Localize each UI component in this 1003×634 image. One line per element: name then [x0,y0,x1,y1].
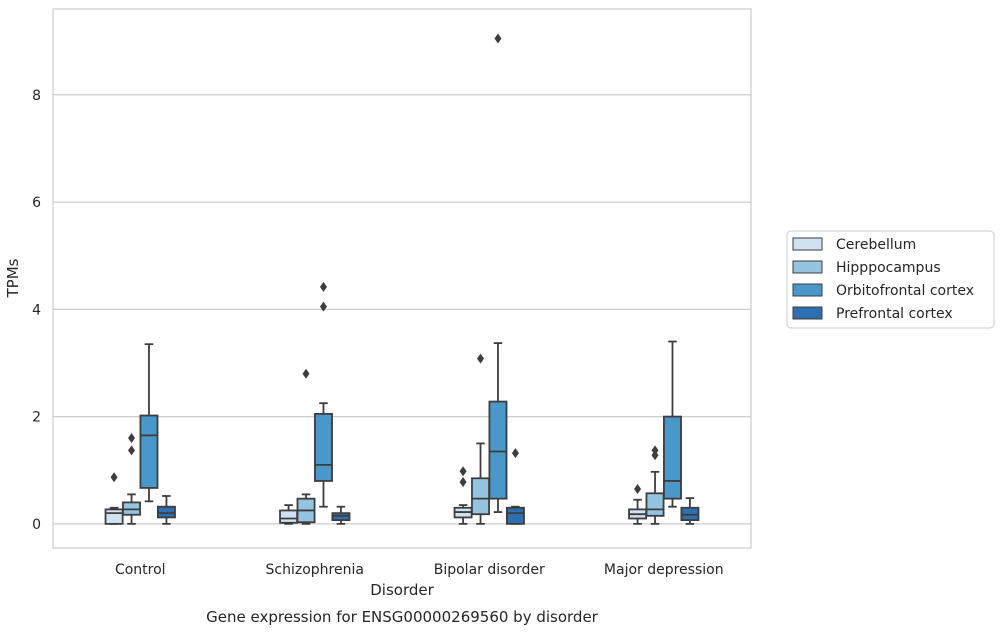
x-tick-label: Schizophrenia [266,562,364,578]
x-tick-label: Major depression [604,562,724,578]
legend-label: Cerebellum [836,237,916,253]
outlier-point [511,448,519,459]
box-2-2 [488,33,508,513]
box-body [104,508,124,525]
box-1-0 [279,504,299,525]
outlier-point [128,433,136,444]
box-body [279,509,299,524]
legend-label: Prefrontal cortex [836,306,953,322]
x-axis-label: Disorder [370,581,434,599]
legend-swatch [792,237,823,251]
chart-caption: Gene expression for ENSG00000269560 by d… [206,608,599,626]
box-body [645,492,665,517]
box-body [663,415,682,500]
outlier-point [302,368,310,379]
outlier-point [634,484,642,495]
box-0-0 [104,472,124,525]
outlier-point [319,301,327,312]
box-2-3 [505,448,525,525]
y-tick-label: 0 [32,517,41,533]
box-3-2 [663,340,682,508]
y-axis-label: TPMs [4,258,22,298]
outlier-point [494,33,502,44]
x-tick-label: Control [115,562,166,578]
box-1-2 [314,281,333,508]
outlier-point [459,466,467,477]
legend-label: Orbitofrontal cortex [836,283,974,299]
box-1-3 [331,505,351,525]
outlier-point [128,445,136,456]
box-body [488,400,508,500]
y-tick-label: 4 [32,302,41,318]
plot-frame [52,8,752,549]
legend-frame [786,230,995,329]
box-body [471,477,490,516]
legend-label: Hipppocampus [836,260,941,276]
box-2-1 [471,353,490,525]
outlier-point [459,477,467,488]
outlier-point [477,353,485,364]
x-tick-label: Bipolar disorder [434,562,545,578]
x-tick-labels: Control Schizophrenia Bipolar disorder Majo… [115,562,724,578]
outlier-point [319,281,327,292]
y-tick-label: 6 [32,195,41,211]
box-3-3 [680,497,700,525]
boxes [104,33,700,525]
outlier-point [110,472,118,483]
box-body [314,413,333,482]
legend-swatch [792,260,823,274]
legend: Cerebellum Hipppocampus Orbitofrontal cort… [786,230,995,329]
legend-swatch [792,283,823,297]
box-body [156,505,176,519]
box-2-0 [453,466,473,525]
box-0-1 [122,433,141,525]
box-body [505,506,525,525]
box-0-3 [156,495,176,525]
y-tick-label: 2 [32,410,41,426]
box-body [139,414,159,489]
box-3-1 [645,445,665,525]
box-0-2 [139,343,159,503]
box-3-0 [628,484,648,525]
y-tick-labels: 0 2 4 6 8 [32,88,41,533]
outlier-point [651,445,659,456]
legend-swatch [792,306,823,320]
y-tick-label: 8 [32,88,41,104]
box-1-1 [296,368,316,525]
